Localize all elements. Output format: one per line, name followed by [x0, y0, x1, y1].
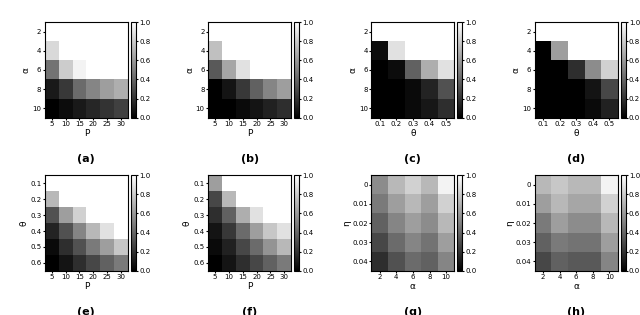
Y-axis label: α: α [185, 67, 194, 73]
Y-axis label: η: η [342, 220, 351, 226]
Y-axis label: θ: θ [183, 220, 192, 226]
Text: (g): (g) [404, 307, 422, 315]
Text: (a): (a) [77, 154, 95, 164]
Y-axis label: α: α [22, 67, 31, 73]
Text: (b): (b) [241, 154, 259, 164]
Text: (c): (c) [404, 154, 421, 164]
X-axis label: θ: θ [573, 129, 579, 138]
Y-axis label: α: α [349, 67, 358, 73]
Text: (h): (h) [567, 307, 585, 315]
Y-axis label: θ: θ [20, 220, 29, 226]
X-axis label: P: P [247, 129, 252, 138]
X-axis label: P: P [247, 282, 252, 291]
X-axis label: α: α [573, 282, 579, 291]
X-axis label: P: P [84, 282, 89, 291]
X-axis label: α: α [410, 282, 416, 291]
X-axis label: θ: θ [410, 129, 415, 138]
Text: (f): (f) [242, 307, 257, 315]
X-axis label: P: P [84, 129, 89, 138]
Text: (e): (e) [77, 307, 95, 315]
Y-axis label: η: η [505, 220, 514, 226]
Y-axis label: α: α [512, 67, 521, 73]
Text: (d): (d) [567, 154, 585, 164]
